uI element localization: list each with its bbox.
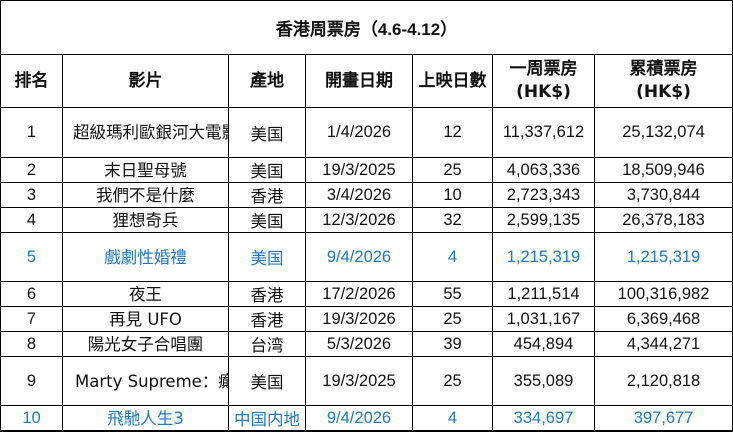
cell-weekly-gross: 334,697 bbox=[492, 405, 595, 432]
cell-weekly-gross: 454,894 bbox=[492, 331, 595, 357]
cell-weekly-gross: 355,089 bbox=[492, 356, 595, 406]
cell-cumulative-gross: 6,369,468 bbox=[593, 306, 733, 332]
cell-film: 夜王 bbox=[62, 281, 229, 307]
cell-release-date: 9/4/2026 bbox=[305, 405, 413, 432]
header-weekly-label: 一周票房 bbox=[509, 59, 578, 79]
header-cumulative-unit: (HK$) bbox=[636, 82, 691, 102]
cell-film: 飛馳人生3 bbox=[62, 405, 229, 432]
cell-days: 39 bbox=[412, 331, 493, 357]
cell-rank: 10 bbox=[0, 405, 63, 432]
cell-origin: 台湾 bbox=[228, 331, 306, 357]
cell-origin: 香港 bbox=[228, 281, 306, 307]
cell-days: 55 bbox=[412, 281, 493, 307]
cell-release-date: 19/3/2025 bbox=[305, 356, 413, 406]
cell-release-date: 19/3/2026 bbox=[305, 306, 413, 332]
header-row: 排名 影片 產地 開畫日期 上映日數 一周票房 (HK$) 累積票房 (HK$) bbox=[0, 54, 733, 108]
cell-rank: 2 bbox=[0, 157, 63, 183]
table-row-new-release: 10 飛馳人生3 中国内地 9/4/2026 4 334,697 397,677 bbox=[0, 405, 733, 432]
cell-origin: 香港 bbox=[228, 306, 306, 332]
table-row: 9 Marty Supreme：癲造之才 美国 19/3/2025 25 355… bbox=[0, 356, 733, 406]
cell-film: 再見 UFO bbox=[62, 306, 229, 332]
cell-cumulative-gross: 3,730,844 bbox=[593, 182, 733, 208]
cell-release-date: 19/3/2025 bbox=[305, 157, 413, 183]
header-origin: 產地 bbox=[228, 54, 306, 108]
header-rank: 排名 bbox=[0, 54, 63, 108]
cell-cumulative-gross: 100,316,982 bbox=[593, 281, 733, 307]
table-title: 香港周票房（4.6-4.12） bbox=[0, 0, 733, 55]
table-row: 7 再見 UFO 香港 19/3/2026 25 1,031,167 6,369… bbox=[0, 306, 733, 332]
cell-cumulative-gross: 26,378,183 bbox=[593, 207, 733, 233]
cell-release-date: 17/2/2026 bbox=[305, 281, 413, 307]
cell-days: 32 bbox=[412, 207, 493, 233]
cell-cumulative-gross: 2,120,818 bbox=[593, 356, 733, 406]
table-row: 4 狸想奇兵 美国 12/3/2026 32 2,599,135 26,378,… bbox=[0, 207, 733, 233]
cell-cumulative-gross: 18,509,946 bbox=[593, 157, 733, 183]
cell-film: 超級瑪利歐銀河大電影 bbox=[62, 107, 229, 158]
cell-release-date: 1/4/2026 bbox=[305, 107, 413, 158]
header-cumulative-label: 累積票房 bbox=[629, 59, 698, 79]
cell-film: 陽光女子合唱團 bbox=[62, 331, 229, 357]
cell-rank: 7 bbox=[0, 306, 63, 332]
cell-rank: 9 bbox=[0, 356, 63, 406]
header-weekly-gross: 一周票房 (HK$) bbox=[492, 54, 595, 108]
box-office-table: 香港周票房（4.6-4.12） 排名 影片 產地 開畫日期 上映日數 一周票房 … bbox=[0, 0, 733, 432]
cell-days: 25 bbox=[412, 306, 493, 332]
cell-days: 25 bbox=[412, 356, 493, 406]
cell-release-date: 5/3/2026 bbox=[305, 331, 413, 357]
cell-weekly-gross: 2,723,343 bbox=[492, 182, 595, 208]
cell-weekly-gross: 2,599,135 bbox=[492, 207, 595, 233]
header-release-date: 開畫日期 bbox=[305, 54, 413, 108]
cell-film: Marty Supreme：癲造之才 bbox=[62, 356, 229, 406]
cell-rank: 1 bbox=[0, 107, 63, 158]
cell-cumulative-gross: 397,677 bbox=[593, 405, 733, 432]
cell-rank: 6 bbox=[0, 281, 63, 307]
header-days: 上映日數 bbox=[412, 54, 493, 108]
cell-days: 4 bbox=[412, 405, 493, 432]
cell-days: 25 bbox=[412, 157, 493, 183]
cell-release-date: 12/3/2026 bbox=[305, 207, 413, 233]
cell-origin: 美国 bbox=[228, 356, 306, 406]
table-row-new-release: 5 戲劇性婚禮 美国 9/4/2026 4 1,215,319 1,215,31… bbox=[0, 232, 733, 282]
cell-origin: 美国 bbox=[228, 107, 306, 158]
cell-cumulative-gross: 1,215,319 bbox=[593, 232, 733, 282]
table-row: 3 我們不是什麼 香港 3/4/2026 10 2,723,343 3,730,… bbox=[0, 182, 733, 208]
cell-rank: 5 bbox=[0, 232, 63, 282]
header-weekly-unit: (HK$) bbox=[516, 82, 571, 102]
cell-days: 10 bbox=[412, 182, 493, 208]
header-cumulative-gross: 累積票房 (HK$) bbox=[593, 54, 733, 108]
cell-film: 我們不是什麼 bbox=[62, 182, 229, 208]
cell-days: 4 bbox=[412, 232, 493, 282]
table-row: 8 陽光女子合唱團 台湾 5/3/2026 39 454,894 4,344,2… bbox=[0, 331, 733, 357]
cell-release-date: 3/4/2026 bbox=[305, 182, 413, 208]
cell-weekly-gross: 1,031,167 bbox=[492, 306, 595, 332]
cell-weekly-gross: 11,337,612 bbox=[492, 107, 595, 158]
table-row: 1 超級瑪利歐銀河大電影 美国 1/4/2026 12 11,337,612 2… bbox=[0, 107, 733, 158]
header-film: 影片 bbox=[62, 54, 229, 108]
cell-weekly-gross: 1,215,319 bbox=[492, 232, 595, 282]
cell-days: 12 bbox=[412, 107, 493, 158]
cell-film: 狸想奇兵 bbox=[62, 207, 229, 233]
cell-origin: 中国内地 bbox=[228, 405, 306, 432]
table-row: 6 夜王 香港 17/2/2026 55 1,211,514 100,316,9… bbox=[0, 281, 733, 307]
cell-film: 戲劇性婚禮 bbox=[62, 232, 229, 282]
cell-rank: 3 bbox=[0, 182, 63, 208]
cell-weekly-gross: 4,063,336 bbox=[492, 157, 595, 183]
cell-rank: 8 bbox=[0, 331, 63, 357]
cell-release-date: 9/4/2026 bbox=[305, 232, 413, 282]
cell-cumulative-gross: 25,132,074 bbox=[593, 107, 733, 158]
cell-rank: 4 bbox=[0, 207, 63, 233]
title-row: 香港周票房（4.6-4.12） bbox=[0, 0, 733, 55]
cell-origin: 美国 bbox=[228, 232, 306, 282]
cell-origin: 美国 bbox=[228, 207, 306, 233]
cell-origin: 香港 bbox=[228, 182, 306, 208]
cell-weekly-gross: 1,211,514 bbox=[492, 281, 595, 307]
table-row: 2 末日聖母號 美国 19/3/2025 25 4,063,336 18,509… bbox=[0, 157, 733, 183]
cell-cumulative-gross: 4,344,271 bbox=[593, 331, 733, 357]
cell-film: 末日聖母號 bbox=[62, 157, 229, 183]
cell-origin: 美国 bbox=[228, 157, 306, 183]
